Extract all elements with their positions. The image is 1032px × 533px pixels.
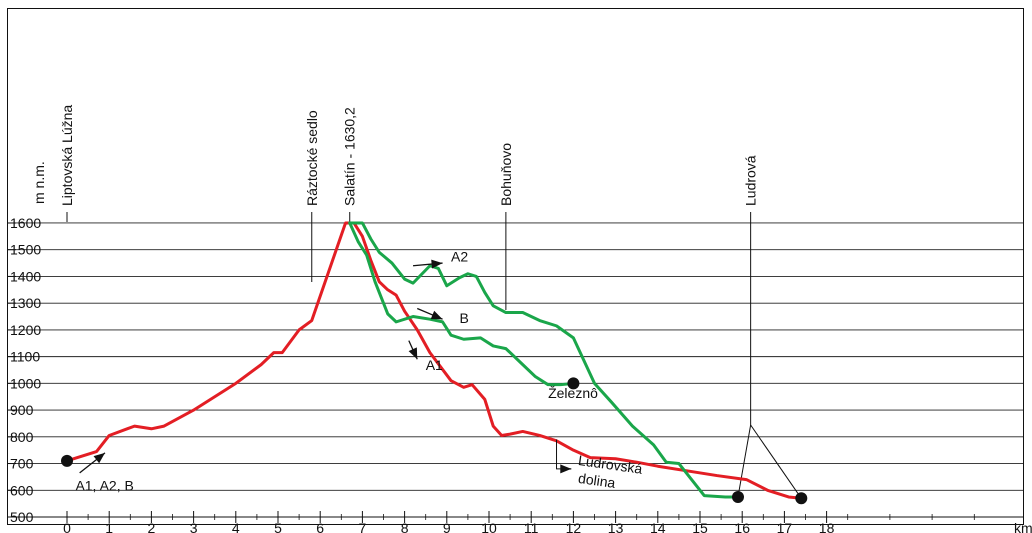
place-label: Salatín - 1630,2 bbox=[342, 107, 358, 206]
x-tick-label: 11 bbox=[524, 520, 539, 533]
x-tick-label: 17 bbox=[777, 520, 793, 533]
y-tick-label: 600 bbox=[10, 482, 34, 498]
y-tick-label: 1600 bbox=[10, 215, 41, 231]
x-tick-label: 4 bbox=[232, 520, 240, 533]
route-start-arrow-head bbox=[93, 452, 105, 464]
series-line-red bbox=[65, 221, 803, 500]
chart-frame bbox=[7, 8, 1024, 525]
x-tick-label: 8 bbox=[401, 520, 409, 533]
a2-arrow-head bbox=[431, 259, 443, 269]
endpoint-dot bbox=[61, 454, 73, 467]
endpoint-dot bbox=[795, 492, 808, 505]
annotation-label: Železnô bbox=[548, 385, 598, 401]
annotation-label: B bbox=[459, 310, 468, 326]
x-axis-label: km bbox=[1014, 520, 1032, 533]
y-tick-label: 1100 bbox=[10, 349, 40, 365]
x-tick-label: 10 bbox=[481, 520, 497, 533]
x-tick-label: 18 bbox=[819, 520, 835, 533]
annotation-label: A1, A2, B bbox=[75, 477, 133, 493]
endpoint-markers bbox=[61, 377, 808, 505]
place-label: Ráztocké sedlo bbox=[304, 110, 320, 206]
place-label: Liptovská Lúžna bbox=[59, 105, 75, 206]
annotation-label: dolina bbox=[577, 470, 616, 491]
annotation-label: A1 bbox=[426, 357, 443, 373]
ludrova-branch-line bbox=[737, 424, 752, 498]
y-axis-label: m n.m. bbox=[31, 161, 47, 204]
x-tick-label: 14 bbox=[650, 520, 666, 533]
x-tick-label: 7 bbox=[359, 520, 367, 533]
series-lines bbox=[65, 221, 803, 500]
place-markers: Liptovská Lúžna Ráztocké sedlo Salatín - 1… bbox=[59, 105, 802, 499]
place-label: Ludrová bbox=[743, 155, 759, 206]
x-tick-label: 13 bbox=[608, 520, 624, 533]
axes: 5006007008009001000110012001300140015001… bbox=[8, 161, 1032, 533]
b-arrow-head bbox=[430, 310, 443, 320]
endpoint-dot bbox=[731, 490, 744, 503]
y-tick-label: 700 bbox=[10, 456, 34, 472]
x-tick-label: 16 bbox=[734, 520, 750, 533]
x-tick-label: 3 bbox=[190, 520, 198, 533]
a1-arrow-head bbox=[408, 347, 418, 360]
x-tick-label: 2 bbox=[148, 520, 156, 533]
endpoint-dot bbox=[567, 377, 580, 390]
x-tick-label: 9 bbox=[443, 520, 451, 533]
y-tick-label: 1000 bbox=[10, 375, 41, 391]
series-line-green bbox=[348, 221, 740, 499]
series-line-green bbox=[348, 221, 575, 387]
place-label: Bohuňovo bbox=[498, 143, 514, 206]
x-tick-label: 15 bbox=[692, 520, 708, 533]
x-tick-label: 0 bbox=[63, 520, 71, 533]
y-tick-label: 800 bbox=[10, 429, 34, 445]
x-tick-label: 1 bbox=[105, 520, 113, 533]
x-tick-label: 5 bbox=[274, 520, 282, 533]
x-tick-label: 12 bbox=[566, 520, 582, 533]
dolina-arrow-head bbox=[560, 464, 572, 474]
y-tick-label: 1200 bbox=[10, 322, 41, 338]
ludrova-branch-line bbox=[750, 424, 802, 499]
y-tick-label: 1300 bbox=[10, 295, 41, 311]
x-tick-label: 6 bbox=[316, 520, 324, 533]
y-tick-label: 1400 bbox=[10, 268, 41, 284]
y-tick-label: 1500 bbox=[10, 242, 41, 258]
annotation-label: A2 bbox=[451, 249, 468, 265]
y-tick-label: 900 bbox=[10, 402, 34, 418]
